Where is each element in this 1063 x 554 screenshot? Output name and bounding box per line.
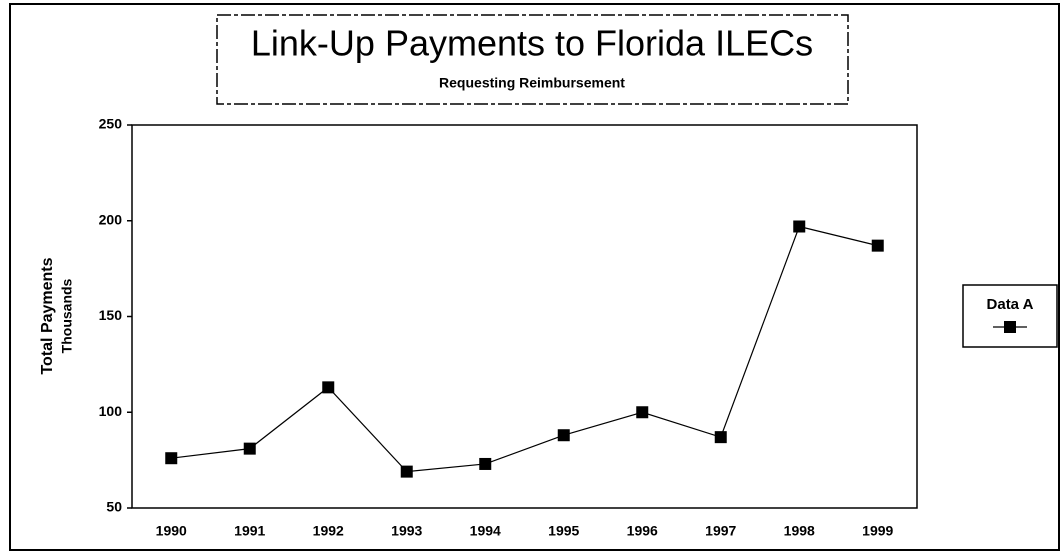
data-line: [171, 225, 878, 473]
data-point: [322, 381, 335, 394]
y-tick-label: 150: [99, 307, 123, 323]
x-tick-label: 1995: [548, 523, 579, 539]
y-axis-sublabel: Thousands: [59, 278, 75, 353]
legend-label: Data A: [987, 296, 1034, 313]
data-point: [479, 457, 492, 470]
x-tick-label: 1996: [627, 523, 658, 539]
x-tick-label: 1992: [313, 523, 344, 539]
data-point: [793, 220, 806, 233]
data-point: [165, 452, 178, 465]
data-point: [557, 429, 570, 442]
y-axis-label: Total Payments: [39, 257, 56, 374]
title-box: [216, 14, 849, 105]
legend-marker: [1004, 321, 1016, 333]
x-tick-label: 1999: [862, 523, 893, 539]
data-point: [400, 465, 413, 478]
data-point: [636, 406, 649, 419]
x-tick-label: 1991: [234, 523, 265, 539]
x-tick-label: 1993: [391, 523, 422, 539]
data-point: [243, 442, 256, 455]
legend-box: [962, 284, 1058, 348]
x-tick-label: 1997: [705, 523, 736, 539]
y-tick-label: 200: [99, 211, 123, 227]
x-tick-label: 1994: [470, 523, 501, 539]
x-tick-label: 1990: [156, 523, 187, 539]
y-tick-label: 250: [99, 116, 123, 132]
y-tick-label: 100: [99, 403, 123, 419]
outer-frame: [9, 3, 1060, 551]
chart-title: Link-Up Payments to Florida ILECs: [251, 23, 813, 64]
x-tick-label: 1998: [784, 523, 815, 539]
data-point: [714, 431, 727, 444]
chart-subtitle: Requesting Reimbursement: [439, 75, 625, 91]
y-tick-label: 50: [106, 499, 122, 515]
data-point: [871, 239, 884, 252]
